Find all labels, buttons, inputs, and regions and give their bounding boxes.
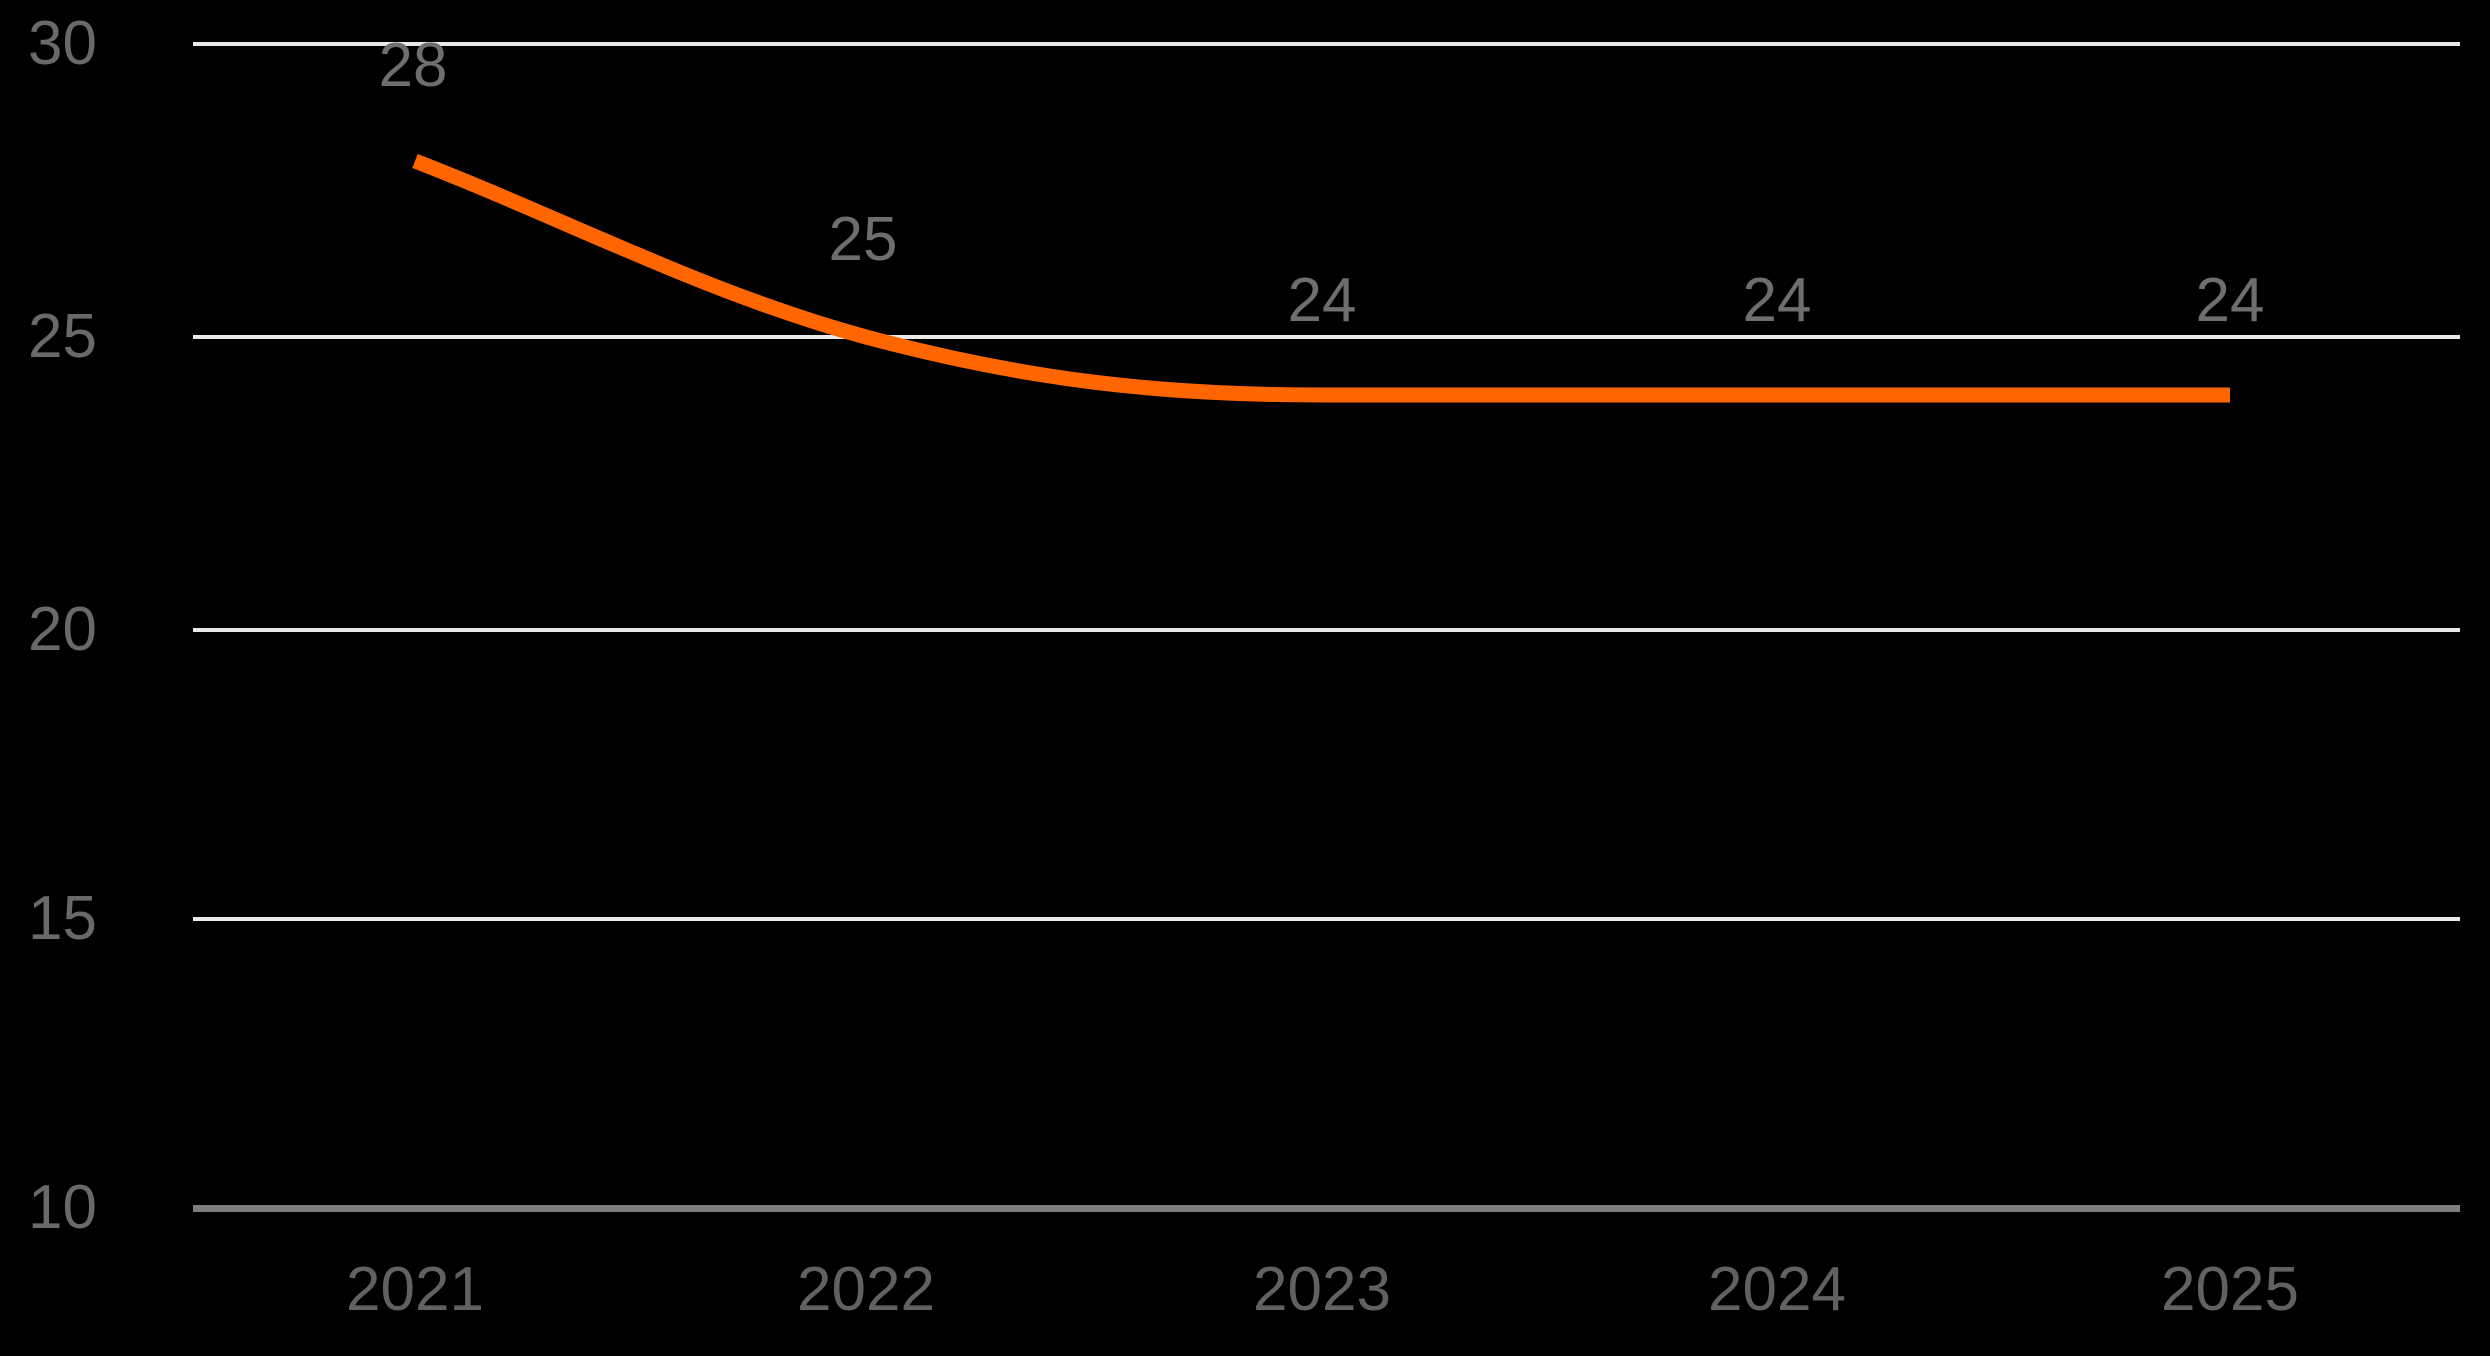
x-tick-label-2021: 2021 xyxy=(346,1255,484,1324)
data-label-2023: 24 xyxy=(1287,266,1357,335)
data-label-2021: 28 xyxy=(378,31,448,100)
x-tick-label-2024: 2024 xyxy=(1708,1255,1846,1324)
y-tick-label-15: 15 xyxy=(28,884,97,953)
gridline-30 xyxy=(193,42,2460,46)
data-label-2025: 24 xyxy=(2195,266,2265,335)
x-tick-label-2023: 2023 xyxy=(1253,1255,1391,1324)
gridline-20 xyxy=(193,628,2460,632)
data-label-2024: 24 xyxy=(1742,266,1812,335)
data-label-2022: 25 xyxy=(828,205,898,274)
series-line xyxy=(412,154,2230,403)
y-tick-label-10: 10 xyxy=(28,1173,97,1242)
x-tick-label-2025: 2025 xyxy=(2161,1255,2299,1324)
x-tick-label-2022: 2022 xyxy=(797,1255,935,1324)
y-tick-label-20: 20 xyxy=(28,595,97,664)
gridline-15 xyxy=(193,917,2460,921)
y-tick-label-25: 25 xyxy=(28,302,97,371)
gridline-25 xyxy=(193,335,2460,339)
x-axis-line xyxy=(193,1205,2460,1212)
y-tick-label-30: 30 xyxy=(28,9,97,78)
